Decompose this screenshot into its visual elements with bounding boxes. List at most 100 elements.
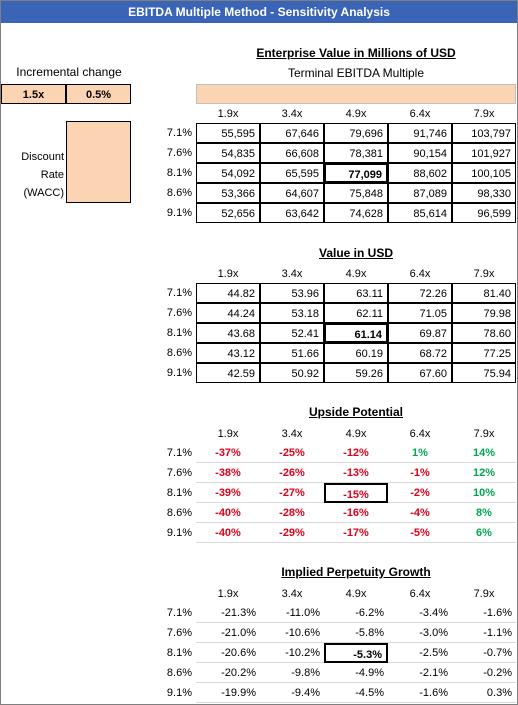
row-label: 7.1%: [166, 447, 192, 459]
table-cell: -21.3%: [196, 603, 260, 623]
row-label: 7.1%: [166, 127, 192, 139]
column-header: 6.4x: [409, 588, 431, 600]
table-cell: -6.2%: [324, 603, 388, 623]
table-cell: 77,099: [324, 163, 388, 183]
table-cell: 79.98: [452, 303, 516, 323]
table-cell: -21.0%: [196, 623, 260, 643]
table-cell: -38%: [196, 463, 260, 483]
table-cell: 87,089: [388, 183, 452, 203]
row-label: 9.1%: [166, 367, 192, 379]
table-cell: -28%: [260, 503, 324, 523]
table-cell: 52,656: [196, 203, 260, 223]
row-label: 7.6%: [166, 627, 192, 639]
row-label: 7.1%: [166, 287, 192, 299]
table-cell: -1%: [388, 463, 452, 483]
row-label: 8.1%: [166, 327, 192, 339]
table-cell: -5.8%: [324, 623, 388, 643]
table-cell: -9.8%: [260, 663, 324, 683]
table-cell: 8%: [452, 503, 516, 523]
table-cell: 68.72: [388, 343, 452, 363]
table-cell: -11.0%: [260, 603, 324, 623]
table-cell: 10%: [452, 483, 516, 503]
row-label: 8.1%: [166, 487, 192, 499]
wacc-box: [66, 121, 131, 203]
table-cell: 103,797: [452, 123, 516, 143]
table-cell: 43.12: [196, 343, 260, 363]
table-cell: 67.60: [388, 363, 452, 383]
table-cell: 75,848: [324, 183, 388, 203]
row-label: 8.6%: [166, 187, 192, 199]
table-cell: -4.9%: [324, 663, 388, 683]
table-cell: 78,381: [324, 143, 388, 163]
row-label: 9.1%: [166, 687, 192, 699]
table-cell: 63.11: [324, 283, 388, 303]
table-cell: -20.2%: [196, 663, 260, 683]
table-cell: -26%: [260, 463, 324, 483]
table-cell: 71.05: [388, 303, 452, 323]
table-cell: -17%: [324, 523, 388, 543]
column-header: 3.4x: [281, 428, 303, 440]
table-cell: 61.14: [324, 323, 388, 343]
row-label: 8.6%: [166, 507, 192, 519]
table-cell: 75.94: [452, 363, 516, 383]
table-cell: 6%: [452, 523, 516, 543]
row-label: 7.6%: [166, 467, 192, 479]
table-cell: 63,642: [260, 203, 324, 223]
table-cell: -15%: [324, 483, 388, 503]
table-cell: 50.92: [260, 363, 324, 383]
table-cell: 96,599: [452, 203, 516, 223]
column-header: 3.4x: [281, 588, 303, 600]
table-cell: 69.87: [388, 323, 452, 343]
table-cell: -29%: [260, 523, 324, 543]
table-cell: -5%: [388, 523, 452, 543]
table-cell: 44.82: [196, 283, 260, 303]
table-cell: 14%: [452, 443, 516, 463]
table-cell: -25%: [260, 443, 324, 463]
table-cell: 66,608: [260, 143, 324, 163]
table-cell: 60.19: [324, 343, 388, 363]
table-cell: 79,696: [324, 123, 388, 143]
table-cell: -3.0%: [388, 623, 452, 643]
row-label: 8.6%: [166, 667, 192, 679]
column-header: 6.4x: [409, 268, 431, 280]
input-multiple[interactable]: 1.5x: [1, 84, 66, 104]
row-label: 8.6%: [166, 347, 192, 359]
row-axis-label: (WACC): [23, 187, 64, 199]
column-header: 4.9x: [345, 268, 367, 280]
table-cell: -16%: [324, 503, 388, 523]
column-header: 4.9x: [345, 108, 367, 120]
col-axis-label: Terminal EBITDA Multiple: [287, 66, 425, 80]
table-cell: -27%: [260, 483, 324, 503]
column-header: 7.9x: [473, 268, 495, 280]
table-cell: -13%: [324, 463, 388, 483]
column-header: 1.9x: [217, 428, 239, 440]
table-cell: 53.18: [260, 303, 324, 323]
table-cell: -1.1%: [452, 623, 516, 643]
table-cell: 81.40: [452, 283, 516, 303]
table-cell: 101,927: [452, 143, 516, 163]
table-cell: -1.6%: [388, 683, 452, 703]
column-header: 1.9x: [217, 108, 239, 120]
table-cell: -5.3%: [324, 643, 388, 663]
table-cell: 72.26: [388, 283, 452, 303]
table-cell: 1%: [388, 443, 452, 463]
table-cell: 98,330: [452, 183, 516, 203]
table-cell: 78.60: [452, 323, 516, 343]
table-cell: 55,595: [196, 123, 260, 143]
table-cell: -37%: [196, 443, 260, 463]
column-header: 3.4x: [281, 268, 303, 280]
section-title: Implied Perpetuity Growth: [281, 565, 431, 579]
column-header: 7.9x: [473, 428, 495, 440]
input-rate[interactable]: 0.5%: [66, 84, 131, 104]
table-cell: -4.5%: [324, 683, 388, 703]
column-header: 3.4x: [281, 108, 303, 120]
table-cell: -40%: [196, 523, 260, 543]
table-cell: -0.2%: [452, 663, 516, 683]
table-cell: 91,746: [388, 123, 452, 143]
row-label: 7.6%: [166, 307, 192, 319]
table-cell: 62.11: [324, 303, 388, 323]
table-cell: -10.6%: [260, 623, 324, 643]
row-label: 8.1%: [166, 647, 192, 659]
column-header: 6.4x: [409, 428, 431, 440]
